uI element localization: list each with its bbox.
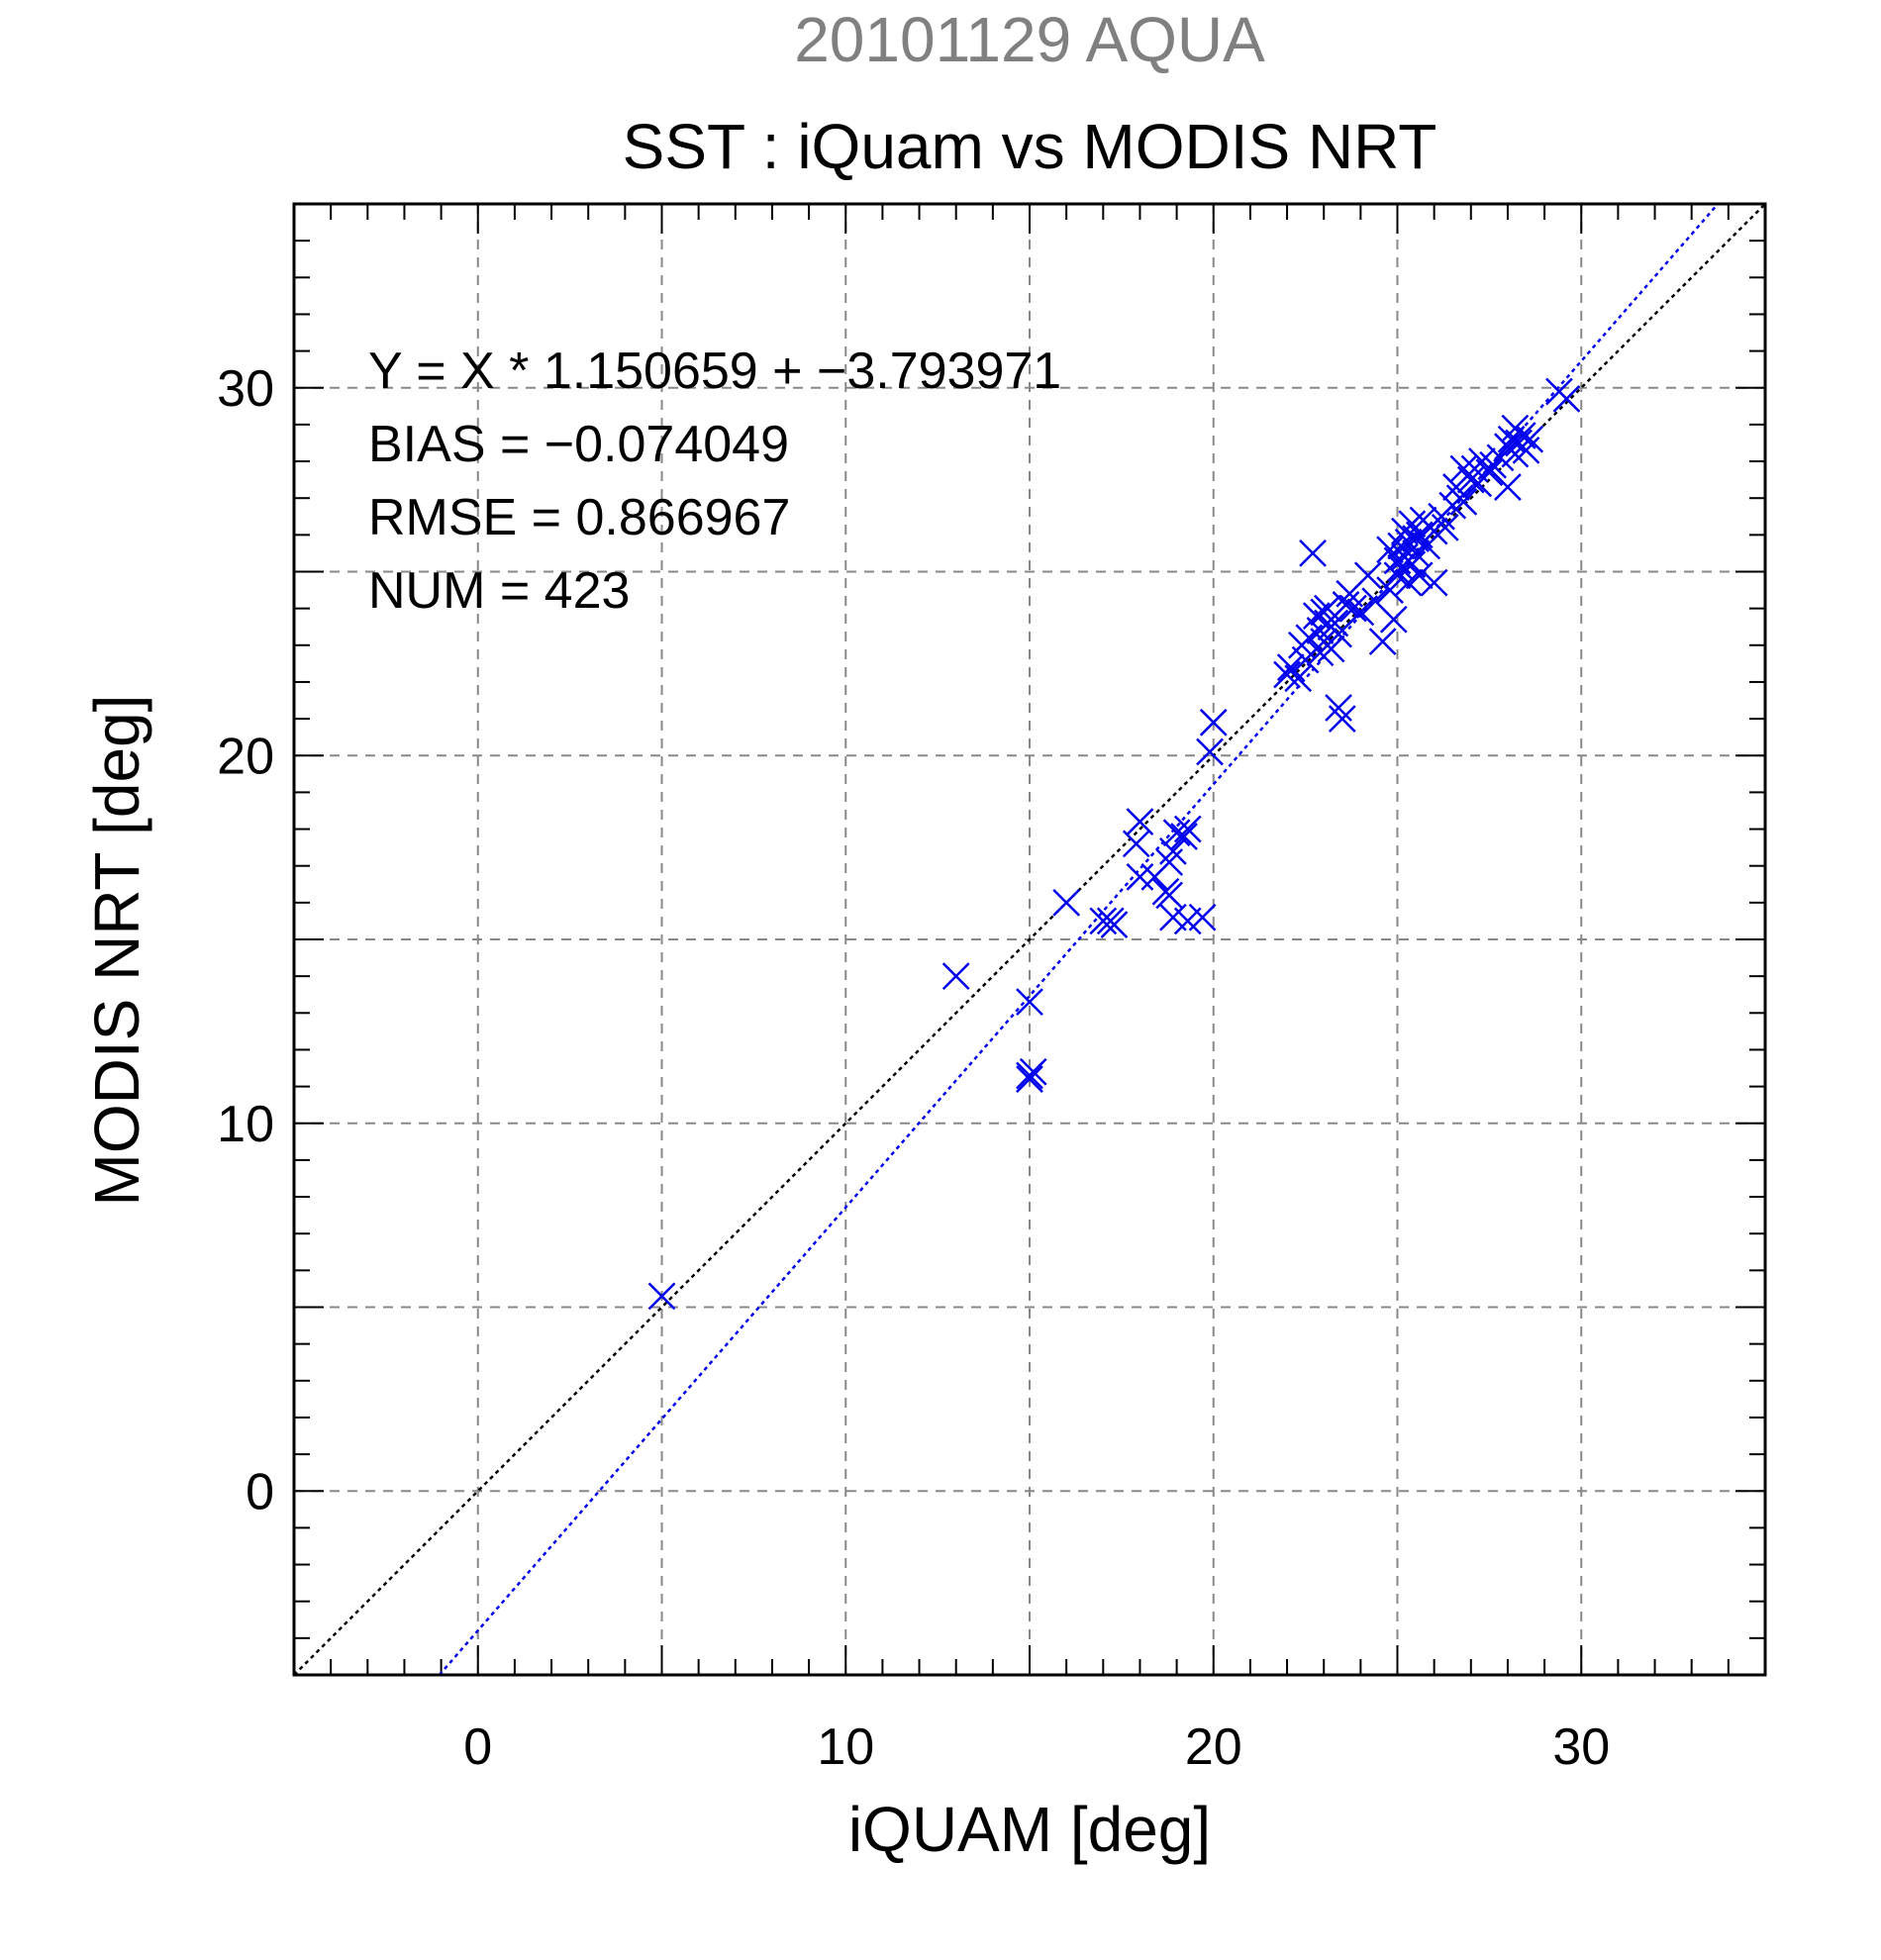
num-text: NUM = 423 (368, 562, 630, 620)
data-point (1019, 1057, 1047, 1086)
data-point (1314, 594, 1341, 623)
regression-equation: Y = X * 1.150659 + −3.793971 (368, 343, 1061, 400)
x-tick-label: 0 (463, 1718, 492, 1776)
data-point (1126, 862, 1154, 891)
data-point (1325, 694, 1352, 722)
data-point (1173, 815, 1202, 843)
data-point (1126, 808, 1154, 836)
y-tick-label: 10 (217, 1096, 274, 1153)
data-point (1321, 609, 1349, 637)
data-point (1431, 514, 1459, 541)
data-point (1420, 568, 1448, 597)
data-point (1405, 561, 1434, 590)
data-point (1449, 488, 1478, 516)
y-tick-label: 20 (217, 728, 274, 785)
y-tick-label: 0 (246, 1463, 274, 1520)
data-point (1552, 385, 1581, 413)
data-point (1475, 458, 1504, 487)
data-point (1016, 988, 1043, 1017)
data-point (1346, 598, 1375, 627)
x-tick-label: 30 (1552, 1718, 1610, 1776)
data-points (647, 377, 1581, 1311)
data-point (1516, 425, 1544, 453)
data-point (1089, 907, 1118, 935)
x-axis-label: iQUAM [deg] (848, 1794, 1211, 1865)
data-point (1512, 437, 1540, 464)
data-point (647, 1282, 676, 1311)
data-point (1196, 737, 1224, 766)
data-point (1420, 517, 1448, 545)
data-point (1162, 819, 1191, 847)
tick-labels: 0 10 20 30 0 10 20 30 (217, 360, 1610, 1776)
data-point (1494, 473, 1522, 501)
minor-ticks (294, 204, 1765, 1675)
data-point (1317, 635, 1345, 663)
x-tick-label: 10 (817, 1718, 874, 1776)
data-point (1368, 628, 1397, 655)
y-tick-label: 30 (217, 360, 274, 418)
data-point (1170, 823, 1198, 850)
data-point (1456, 465, 1485, 494)
chart-subtitle: SST : iQuam vs MODIS NRT (623, 111, 1437, 182)
data-point (1122, 830, 1150, 858)
data-point (1353, 561, 1382, 590)
chart-title: 20101129 AQUA (794, 4, 1265, 75)
data-point (1100, 911, 1129, 939)
data-point (1299, 539, 1327, 567)
rmse-text: RMSE = 0.866967 (368, 489, 790, 546)
y-axis-label: MODIS NRT [deg] (81, 695, 152, 1207)
data-point (1273, 660, 1301, 689)
data-point (1376, 576, 1404, 604)
data-point (1159, 836, 1187, 865)
data-point (1188, 903, 1217, 931)
bias-text: BIAS = −0.074049 (368, 416, 789, 473)
data-point (1328, 705, 1356, 733)
plot-frame (292, 202, 1767, 1677)
data-point (941, 962, 970, 991)
data-point (1052, 888, 1081, 917)
data-point (1199, 708, 1228, 736)
data-point (1155, 848, 1184, 876)
identity-line (293, 203, 1766, 1676)
data-point (1325, 620, 1352, 648)
x-tick-label: 20 (1185, 1718, 1242, 1776)
data-point (1016, 1065, 1043, 1094)
data-point (1155, 881, 1184, 910)
data-point (1339, 594, 1367, 623)
data-point (1332, 591, 1360, 619)
data-point (1379, 605, 1408, 634)
data-point (1284, 664, 1313, 693)
stats-annotation: Y = X * 1.150659 + −3.793971 BIAS = −0.0… (368, 343, 1061, 620)
